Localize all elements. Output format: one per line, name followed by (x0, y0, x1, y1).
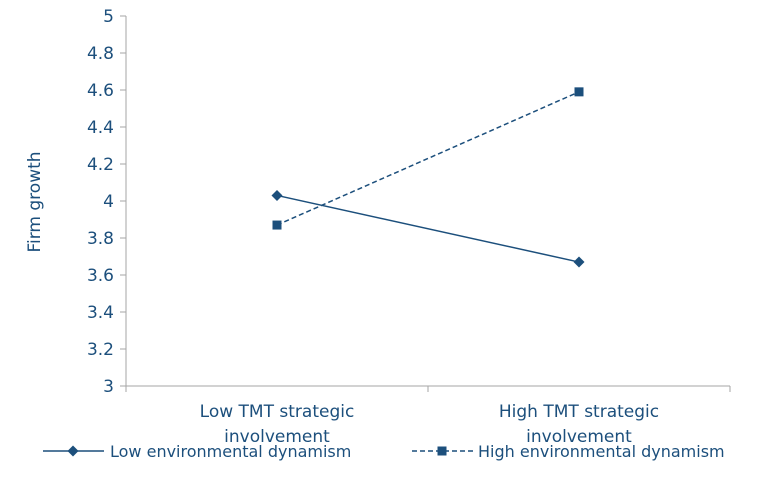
series-1 (271, 189, 585, 268)
y-tick-label: 4.2 (87, 155, 114, 175)
series-2 (272, 87, 584, 230)
data-point-square (272, 220, 282, 230)
y-tick-label: 4.6 (87, 81, 114, 101)
series-line (276, 194, 580, 263)
y-tick-label: 3.8 (87, 229, 114, 249)
y-tick-label: 5 (103, 7, 114, 27)
y-tick-label: 3.4 (87, 303, 114, 323)
y-tick-label: 4.8 (87, 44, 114, 64)
data-point-diamond (573, 256, 585, 268)
legend-label-2: High environmental dynamism (478, 442, 725, 461)
series-line (276, 91, 580, 226)
axes (120, 15, 731, 392)
y-tick-label: 4.4 (87, 118, 114, 138)
y-tick-label: 3 (103, 377, 114, 397)
legend: Low environmental dynamism High environme… (43, 442, 725, 461)
y-axis-title: Firm growth (25, 151, 45, 252)
y-tick-label: 3.2 (87, 340, 114, 360)
y-tick-labels: 3 3.2 3.4 3.6 3.8 4 4.2 4.4 4.6 4.8 5 (87, 7, 114, 397)
y-tick-label: 4 (103, 192, 114, 212)
x-category-label: High TMT strategic (499, 402, 659, 422)
y-tick-label: 3.6 (87, 266, 114, 286)
x-category-label: involvement (224, 427, 330, 447)
x-category-labels: Low TMT strategic involvement High TMT str… (200, 402, 659, 447)
legend-label-1: Low environmental dynamism (110, 442, 351, 461)
data-point-square (574, 87, 584, 97)
x-category-label: Low TMT strategic (200, 402, 355, 422)
data-point-diamond (271, 189, 283, 201)
x-category-label: involvement (526, 427, 632, 447)
series-layer (271, 87, 585, 268)
legend-marker-diamond (67, 445, 79, 457)
legend-marker-square (437, 446, 447, 456)
